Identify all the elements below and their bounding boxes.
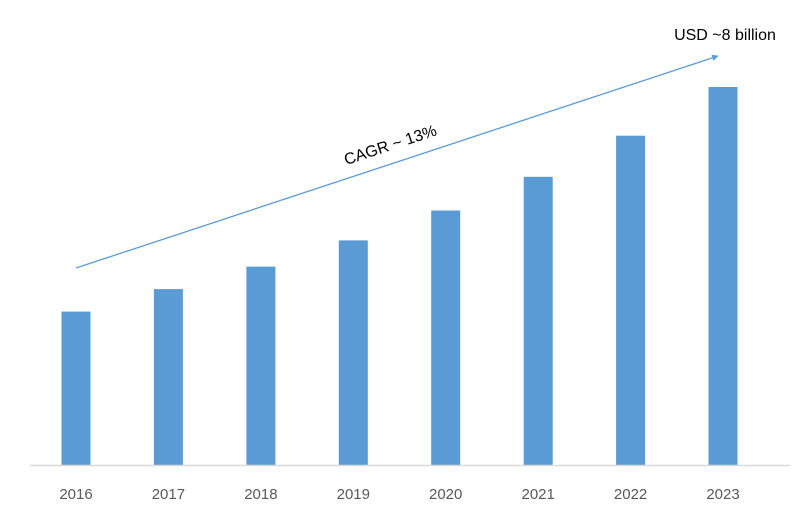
market-size-label: USD ~8 billion xyxy=(674,27,776,44)
x-tick-label-2019: 2019 xyxy=(337,486,370,503)
x-tick-label-2022: 2022 xyxy=(614,486,647,503)
x-tick-label-2021: 2021 xyxy=(522,486,555,503)
x-tick-labels: 2016 2017 2018 2019 2020 2021 2022 2023 xyxy=(59,486,739,503)
bar-2021 xyxy=(523,176,553,466)
x-tick-label-2018: 2018 xyxy=(244,486,277,503)
bar-2022 xyxy=(616,135,646,465)
bar-2018 xyxy=(246,266,276,465)
x-tick-label-2017: 2017 xyxy=(152,486,185,503)
x-tick-label-2016: 2016 xyxy=(59,486,92,503)
bar-2016 xyxy=(61,311,91,465)
bar-2020 xyxy=(431,210,461,465)
cagr-label: CAGR ~ 13% xyxy=(342,123,439,169)
x-tick-label-2020: 2020 xyxy=(429,486,462,503)
bar-2017 xyxy=(153,289,183,465)
bar-2019 xyxy=(338,240,368,465)
cagr-trend-arrow xyxy=(75,54,719,269)
bar-2023 xyxy=(708,87,738,465)
bars-group xyxy=(61,87,738,466)
x-tick-label-2023: 2023 xyxy=(706,486,739,503)
